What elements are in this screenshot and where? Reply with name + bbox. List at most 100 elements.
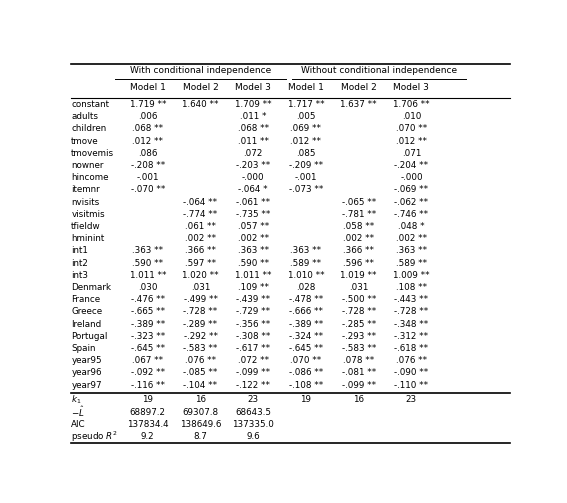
Text: 19: 19: [301, 395, 311, 404]
Text: -.064 *: -.064 *: [239, 186, 268, 194]
Text: .012 **: .012 **: [132, 136, 163, 145]
Text: 68643.5: 68643.5: [235, 407, 271, 416]
Text: -.064 **: -.064 **: [184, 198, 218, 207]
Text: Model 2: Model 2: [341, 83, 376, 92]
Text: .011 **: .011 **: [238, 136, 269, 145]
Text: Spain: Spain: [71, 344, 96, 353]
Text: -.583 **: -.583 **: [341, 344, 376, 353]
Text: -.308 **: -.308 **: [236, 332, 270, 341]
Text: int3: int3: [71, 271, 88, 280]
Text: -.476 **: -.476 **: [131, 295, 165, 304]
Text: -.001: -.001: [137, 173, 159, 182]
Text: -.583 **: -.583 **: [183, 344, 218, 353]
Text: .078 **: .078 **: [343, 356, 374, 365]
Text: tmovemis: tmovemis: [71, 149, 115, 158]
Text: -.116 **: -.116 **: [131, 381, 165, 390]
Text: itemnr: itemnr: [71, 186, 100, 194]
Text: -.104 **: -.104 **: [184, 381, 218, 390]
Text: -.122 **: -.122 **: [236, 381, 270, 390]
Text: -.292 **: -.292 **: [184, 332, 218, 341]
Text: -.092 **: -.092 **: [131, 369, 165, 377]
Text: .057 **: .057 **: [238, 222, 269, 231]
Text: -.500 **: -.500 **: [341, 295, 376, 304]
Text: .590 **: .590 **: [238, 259, 269, 268]
Text: 1.640 **: 1.640 **: [182, 100, 219, 109]
Text: .002 **: .002 **: [238, 234, 269, 243]
Text: .002 **: .002 **: [396, 234, 427, 243]
Text: -.293 **: -.293 **: [342, 332, 376, 341]
Text: 1.020 **: 1.020 **: [182, 271, 219, 280]
Text: tfieldw: tfieldw: [71, 222, 101, 231]
Text: .068 **: .068 **: [238, 124, 269, 133]
Text: .597 **: .597 **: [185, 259, 216, 268]
Text: Model 2: Model 2: [183, 83, 218, 92]
Text: .012 **: .012 **: [290, 136, 321, 145]
Text: -.439 **: -.439 **: [236, 295, 270, 304]
Text: -.729 **: -.729 **: [236, 307, 270, 316]
Text: 1.011 **: 1.011 **: [235, 271, 272, 280]
Text: 9.2: 9.2: [141, 432, 155, 441]
Text: -.617 **: -.617 **: [236, 344, 270, 353]
Text: 8.7: 8.7: [193, 432, 208, 441]
Text: -.645 **: -.645 **: [289, 344, 323, 353]
Text: -.108 **: -.108 **: [289, 381, 323, 390]
Text: .012 **: .012 **: [396, 136, 427, 145]
Text: 19: 19: [142, 395, 153, 404]
Text: $k_1$: $k_1$: [71, 394, 82, 406]
Text: Greece: Greece: [71, 307, 103, 316]
Text: Model 1: Model 1: [288, 83, 324, 92]
Text: .072 **: .072 **: [238, 356, 269, 365]
Text: .011 *: .011 *: [240, 112, 266, 121]
Text: tmove: tmove: [71, 136, 99, 145]
Text: .590 **: .590 **: [132, 259, 163, 268]
Text: .589 **: .589 **: [290, 259, 321, 268]
Text: nvisits: nvisits: [71, 198, 100, 207]
Text: -.099 **: -.099 **: [342, 381, 376, 390]
Text: -.389 **: -.389 **: [289, 320, 323, 328]
Text: -.204 **: -.204 **: [395, 161, 429, 170]
Text: .363 **: .363 **: [396, 246, 427, 256]
Text: .010: .010: [402, 112, 421, 121]
Text: -.389 **: -.389 **: [130, 320, 165, 328]
Text: .596 **: .596 **: [343, 259, 374, 268]
Text: constant: constant: [71, 100, 109, 109]
Text: -.070 **: -.070 **: [130, 186, 165, 194]
Text: -.208 **: -.208 **: [130, 161, 165, 170]
Text: France: France: [71, 295, 100, 304]
Text: 1.706 **: 1.706 **: [393, 100, 430, 109]
Text: children: children: [71, 124, 107, 133]
Text: -.061 **: -.061 **: [236, 198, 270, 207]
Text: year97: year97: [71, 381, 102, 390]
Text: .068 **: .068 **: [132, 124, 163, 133]
Text: 16: 16: [195, 395, 206, 404]
Text: .086: .086: [138, 149, 158, 158]
Text: int2: int2: [71, 259, 88, 268]
Text: -.443 **: -.443 **: [395, 295, 429, 304]
Text: 1.719 **: 1.719 **: [129, 100, 166, 109]
Text: visitmis: visitmis: [71, 210, 105, 219]
Text: 1.010 **: 1.010 **: [287, 271, 324, 280]
Text: -.728 **: -.728 **: [341, 307, 376, 316]
Text: -.081 **: -.081 **: [341, 369, 376, 377]
Text: 1.009 **: 1.009 **: [393, 271, 430, 280]
Text: -.645 **: -.645 **: [131, 344, 165, 353]
Text: .366 **: .366 **: [185, 246, 216, 256]
Text: -.000: -.000: [242, 173, 265, 182]
Text: 138649.6: 138649.6: [180, 420, 221, 429]
Text: Denmark: Denmark: [71, 283, 111, 292]
Text: -.356 **: -.356 **: [236, 320, 270, 328]
Text: -.312 **: -.312 **: [395, 332, 429, 341]
Text: hminint: hminint: [71, 234, 104, 243]
Text: -.323 **: -.323 **: [130, 332, 165, 341]
Text: Model 3: Model 3: [235, 83, 271, 92]
Text: -.781 **: -.781 **: [341, 210, 376, 219]
Text: Model 3: Model 3: [393, 83, 429, 92]
Text: -.000: -.000: [400, 173, 423, 182]
Text: .031: .031: [349, 283, 369, 292]
Text: 23: 23: [248, 395, 259, 404]
Text: 1.019 **: 1.019 **: [340, 271, 377, 280]
Text: -.203 **: -.203 **: [236, 161, 270, 170]
Text: .061 **: .061 **: [185, 222, 216, 231]
Text: .069 **: .069 **: [290, 124, 321, 133]
Text: nowner: nowner: [71, 161, 104, 170]
